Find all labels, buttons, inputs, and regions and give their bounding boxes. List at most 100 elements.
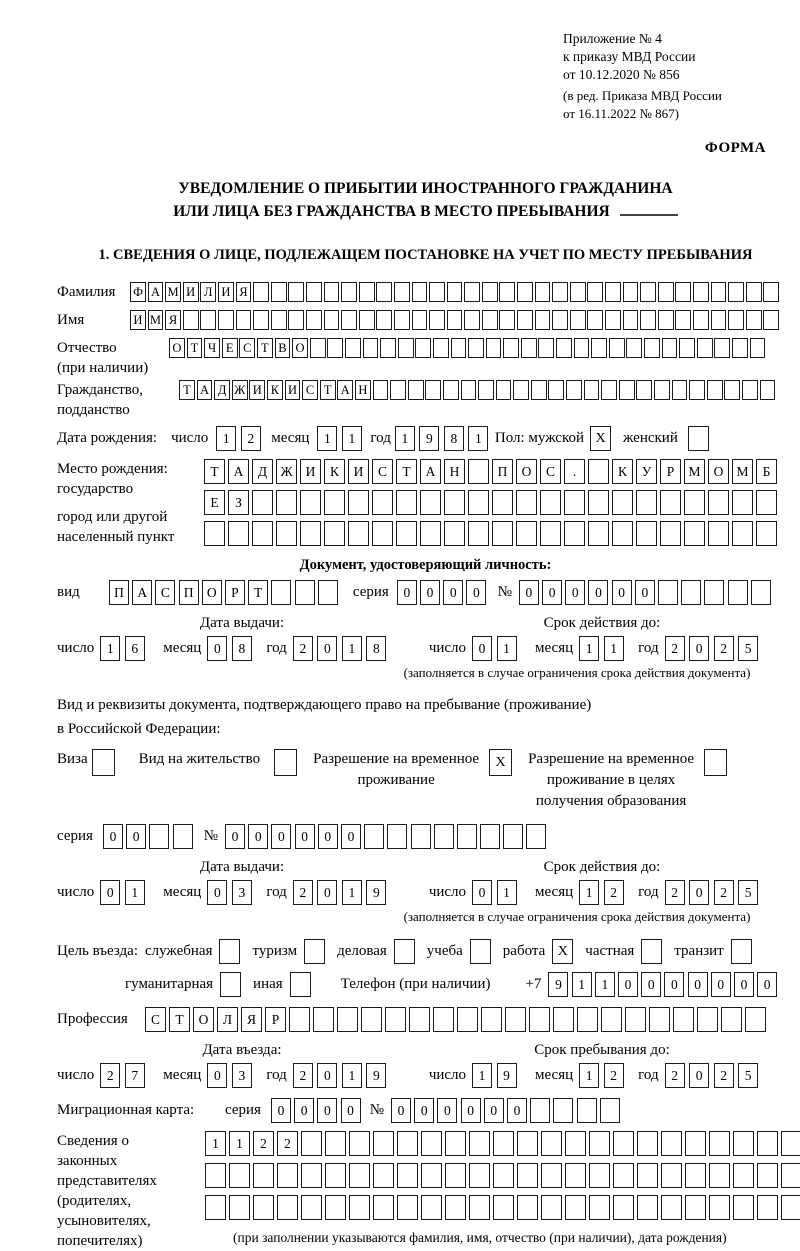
char-cell[interactable]: 0 xyxy=(270,1098,291,1123)
char-cell[interactable] xyxy=(569,282,586,302)
char-cell[interactable]: 0 xyxy=(420,580,440,605)
char-cell[interactable] xyxy=(305,310,322,330)
char-cell[interactable] xyxy=(444,490,465,515)
char-cell[interactable] xyxy=(552,282,569,302)
char-cell[interactable] xyxy=(763,310,780,330)
char-cell[interactable] xyxy=(493,1195,514,1220)
char-cell[interactable]: О xyxy=(193,1007,214,1032)
char-cell[interactable] xyxy=(548,380,565,400)
char-cell[interactable] xyxy=(696,338,713,358)
char-cell[interactable] xyxy=(376,310,393,330)
char-cell[interactable] xyxy=(517,1131,538,1156)
char-cell[interactable]: 0 xyxy=(100,880,121,905)
char-cell[interactable]: Н xyxy=(444,459,465,484)
char-cell[interactable]: 1 xyxy=(341,1063,362,1088)
char-cell[interactable] xyxy=(205,1163,226,1188)
char-cell[interactable] xyxy=(710,310,727,330)
char-cell[interactable]: С xyxy=(302,380,318,400)
char-cell[interactable] xyxy=(172,824,193,849)
char-cell[interactable]: 0 xyxy=(437,1098,458,1123)
char-cell[interactable] xyxy=(599,1098,620,1123)
char-cell[interactable]: 7 xyxy=(124,1063,145,1088)
char-cell[interactable] xyxy=(625,1007,646,1032)
char-cell[interactable] xyxy=(745,1007,766,1032)
char-cell[interactable] xyxy=(253,310,269,330)
char-cell[interactable] xyxy=(349,1163,370,1188)
char-cell[interactable] xyxy=(327,338,344,358)
char-cell[interactable] xyxy=(411,310,428,330)
char-cell[interactable]: 8 xyxy=(231,636,252,661)
char-cell[interactable]: 0 xyxy=(689,636,710,661)
char-cell[interactable] xyxy=(685,1195,706,1220)
char-cell[interactable] xyxy=(235,310,252,330)
char-cell[interactable]: 1 xyxy=(579,1063,600,1088)
sex-female-checkbox[interactable] xyxy=(687,426,709,451)
char-cell[interactable]: 1 xyxy=(579,880,600,905)
representatives-row3-cells[interactable] xyxy=(205,1195,800,1220)
char-cell[interactable]: 0 xyxy=(391,1098,411,1123)
char-cell[interactable] xyxy=(397,1163,418,1188)
char-cell[interactable] xyxy=(324,490,345,515)
char-cell[interactable] xyxy=(433,1007,454,1032)
char-cell[interactable] xyxy=(457,1007,478,1032)
char-cell[interactable]: 0 xyxy=(317,636,338,661)
char-cell[interactable] xyxy=(565,1163,586,1188)
char-cell[interactable] xyxy=(325,1163,346,1188)
char-cell[interactable] xyxy=(425,380,442,400)
char-cell[interactable] xyxy=(684,521,705,546)
char-cell[interactable]: 0 xyxy=(733,972,754,997)
char-cell[interactable] xyxy=(636,380,653,400)
char-cell[interactable]: 5 xyxy=(738,1063,759,1088)
char-cell[interactable] xyxy=(704,580,725,605)
char-cell[interactable]: 5 xyxy=(738,636,759,661)
char-cell[interactable]: О xyxy=(292,338,308,358)
char-cell[interactable] xyxy=(253,282,269,302)
char-cell[interactable]: 0 xyxy=(641,972,662,997)
char-cell[interactable]: . xyxy=(564,459,585,484)
char-cell[interactable]: А xyxy=(337,380,354,400)
char-cell[interactable] xyxy=(348,521,369,546)
char-cell[interactable] xyxy=(373,1131,394,1156)
char-cell[interactable]: К xyxy=(324,459,345,484)
char-cell[interactable] xyxy=(583,380,600,400)
char-cell[interactable]: А xyxy=(228,459,249,484)
char-cell[interactable] xyxy=(618,380,635,400)
sex-male-checkbox[interactable]: X xyxy=(590,426,612,451)
char-cell[interactable]: А xyxy=(196,380,213,400)
char-cell[interactable] xyxy=(733,1195,754,1220)
char-cell[interactable]: 2 xyxy=(100,1063,121,1088)
char-cell[interactable] xyxy=(397,1195,418,1220)
char-cell[interactable] xyxy=(442,380,459,400)
char-cell[interactable] xyxy=(589,1131,610,1156)
char-cell[interactable] xyxy=(644,338,660,358)
char-cell[interactable] xyxy=(421,1131,442,1156)
char-cell[interactable]: А xyxy=(420,459,441,484)
char-cell[interactable] xyxy=(697,1007,718,1032)
char-cell[interactable] xyxy=(294,580,315,605)
char-cell[interactable]: М xyxy=(165,282,181,302)
char-cell[interactable] xyxy=(530,1098,551,1123)
char-cell[interactable]: 9 xyxy=(419,426,440,451)
char-cell[interactable]: В xyxy=(274,338,291,358)
char-cell[interactable]: 0 xyxy=(271,824,292,849)
char-cell[interactable] xyxy=(661,338,678,358)
char-cell[interactable] xyxy=(503,338,520,358)
char-cell[interactable] xyxy=(200,310,217,330)
char-cell[interactable] xyxy=(757,1163,778,1188)
purpose-humanitarian-checkbox[interactable] xyxy=(220,972,242,997)
char-cell[interactable] xyxy=(564,521,585,546)
char-cell[interactable] xyxy=(493,1131,514,1156)
char-cell[interactable]: 9 xyxy=(496,1063,517,1088)
char-cell[interactable] xyxy=(217,310,234,330)
char-cell[interactable] xyxy=(538,338,555,358)
char-cell[interactable] xyxy=(530,380,547,400)
char-cell[interactable]: 0 xyxy=(618,972,638,997)
